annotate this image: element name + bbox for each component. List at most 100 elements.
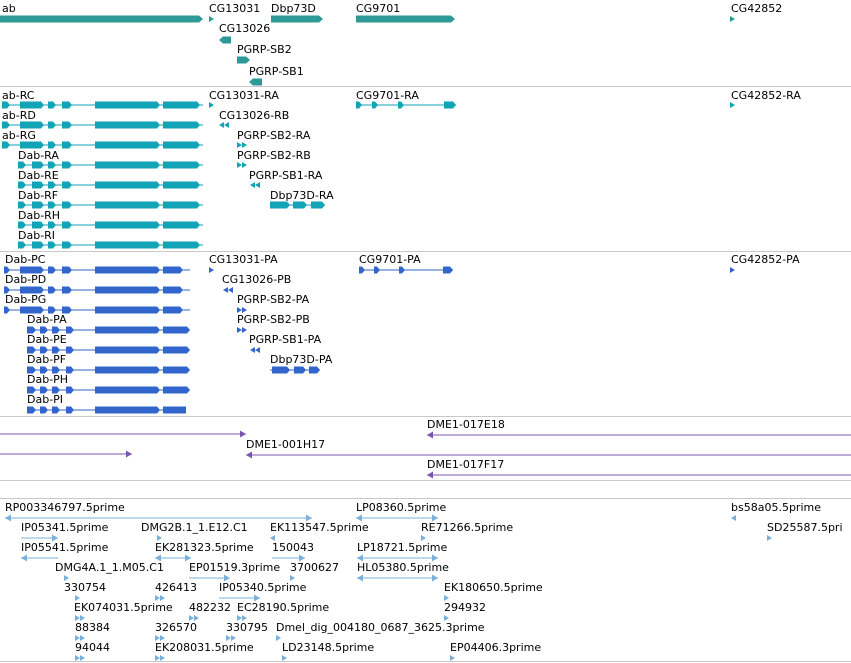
feature-label[interactable]: Dbp73D-RA bbox=[270, 189, 334, 202]
transcript-model[interactable] bbox=[237, 141, 250, 149]
feature-label[interactable]: 3700627 bbox=[290, 561, 339, 574]
feature-label[interactable]: CG13031-RA bbox=[209, 89, 279, 102]
est-feature[interactable] bbox=[157, 534, 165, 542]
feature-label[interactable]: Dab-PA bbox=[27, 313, 67, 326]
feature-label[interactable]: DMG4A.1_1.M05.C1 bbox=[55, 561, 164, 574]
feature-label[interactable]: IP05340.5prime bbox=[219, 581, 307, 594]
est-feature[interactable] bbox=[356, 513, 444, 523]
protein-model[interactable] bbox=[237, 326, 250, 334]
protein-model[interactable] bbox=[27, 325, 194, 335]
feature-label[interactable]: ab-RD bbox=[2, 109, 36, 122]
protein-model[interactable] bbox=[4, 265, 194, 275]
feature-label[interactable]: bs58a05.5prime bbox=[731, 501, 821, 514]
feature-label[interactable]: PGRP-SB2-RA bbox=[237, 129, 311, 142]
protein-model[interactable] bbox=[359, 265, 457, 275]
gene-feature[interactable] bbox=[0, 15, 205, 23]
feature-label[interactable]: RE71266.5prime bbox=[421, 521, 514, 534]
transcript-model[interactable] bbox=[2, 140, 207, 150]
feature-label[interactable]: HL05380.5prime bbox=[357, 561, 449, 574]
est-feature[interactable] bbox=[5, 513, 318, 523]
gene-feature[interactable] bbox=[730, 15, 738, 23]
feature-label[interactable]: LP18721.5prime bbox=[357, 541, 448, 554]
transcript-model[interactable] bbox=[18, 200, 207, 210]
est-feature[interactable] bbox=[731, 514, 739, 522]
est-feature[interactable] bbox=[21, 553, 64, 563]
est-feature[interactable] bbox=[357, 553, 444, 563]
feature-label[interactable]: PGRP-SB2-RB bbox=[237, 149, 311, 162]
feature-label[interactable]: IP05541.5prime bbox=[21, 541, 109, 554]
feature-label[interactable]: EK208031.5prime bbox=[155, 641, 254, 654]
feature-label[interactable]: EP01519.3prime bbox=[189, 561, 281, 574]
protein-model[interactable] bbox=[237, 306, 250, 314]
transcript-model[interactable] bbox=[250, 181, 263, 189]
feature-label[interactable]: DMG2B.1_1.E12.C1 bbox=[141, 521, 248, 534]
est-feature[interactable] bbox=[276, 634, 284, 642]
est-feature[interactable] bbox=[155, 553, 197, 563]
feature-label[interactable]: ab-RG bbox=[2, 129, 36, 142]
feature-label[interactable]: ab bbox=[2, 2, 16, 15]
protein-model[interactable] bbox=[27, 345, 194, 355]
feature-label[interactable]: DME1-017F17 bbox=[427, 458, 505, 471]
feature-label[interactable]: DME1-001H17 bbox=[246, 438, 326, 451]
feature-label[interactable]: CG13026 bbox=[219, 22, 271, 35]
feature-label[interactable]: PGRP-SB2-PA bbox=[237, 293, 310, 306]
transcript-model[interactable] bbox=[2, 100, 207, 110]
protein-model[interactable] bbox=[27, 385, 194, 395]
est-feature[interactable] bbox=[767, 534, 775, 542]
est-feature[interactable] bbox=[290, 574, 298, 582]
est-feature[interactable] bbox=[444, 614, 452, 622]
feature-label[interactable]: DME1-017E18 bbox=[427, 418, 505, 431]
est-feature[interactable] bbox=[189, 573, 236, 583]
clone-feature[interactable] bbox=[0, 449, 138, 459]
feature-label[interactable]: PGRP-SB2-PB bbox=[237, 313, 310, 326]
feature-label[interactable]: 88384 bbox=[75, 621, 110, 634]
protein-model[interactable] bbox=[4, 285, 194, 295]
est-feature[interactable] bbox=[64, 574, 72, 582]
feature-label[interactable]: Dab-PH bbox=[27, 373, 69, 386]
feature-label[interactable]: CG42852 bbox=[731, 2, 783, 15]
feature-label[interactable]: LD23148.5prime bbox=[282, 641, 375, 654]
feature-label[interactable]: Dab-RE bbox=[18, 169, 59, 182]
feature-label[interactable]: PGRP-SB1 bbox=[249, 65, 304, 78]
feature-label[interactable]: Dbp73D-PA bbox=[270, 353, 333, 366]
feature-label[interactable]: 426413 bbox=[155, 581, 197, 594]
feature-label[interactable]: CG13026-PB bbox=[222, 273, 292, 286]
feature-label[interactable]: 150043 bbox=[272, 541, 314, 554]
transcript-model[interactable] bbox=[2, 120, 207, 130]
est-feature[interactable] bbox=[357, 573, 444, 583]
feature-label[interactable]: CG9701-RA bbox=[356, 89, 419, 102]
gene-feature[interactable] bbox=[271, 15, 325, 23]
protein-model[interactable] bbox=[27, 365, 194, 375]
feature-label[interactable]: RP003346797.5prime bbox=[5, 501, 125, 514]
transcript-model[interactable] bbox=[18, 160, 207, 170]
est-feature[interactable] bbox=[444, 594, 452, 602]
feature-label[interactable]: Dab-RA bbox=[18, 149, 59, 162]
clone-feature[interactable] bbox=[0, 429, 252, 439]
protein-model[interactable] bbox=[4, 305, 194, 315]
est-feature[interactable] bbox=[450, 654, 458, 662]
feature-label[interactable]: IP05341.5prime bbox=[21, 521, 109, 534]
feature-label[interactable]: 330754 bbox=[64, 581, 106, 594]
feature-label[interactable]: PGRP-SB1-RA bbox=[249, 169, 323, 182]
est-feature[interactable] bbox=[219, 593, 266, 603]
transcript-model[interactable] bbox=[18, 220, 207, 230]
protein-model[interactable] bbox=[270, 365, 324, 375]
feature-label[interactable]: EK113547.5prime bbox=[270, 521, 369, 534]
feature-label[interactable]: CG13031 bbox=[209, 2, 261, 15]
est-feature[interactable] bbox=[155, 594, 168, 602]
feature-label[interactable]: Dab-PD bbox=[5, 273, 47, 286]
feature-label[interactable]: CG9701 bbox=[356, 2, 401, 15]
est-feature[interactable] bbox=[189, 614, 202, 622]
feature-label[interactable]: Dab-PF bbox=[27, 353, 67, 366]
feature-label[interactable]: Dab-RI bbox=[18, 229, 56, 242]
feature-label[interactable]: Dab-PC bbox=[5, 253, 46, 266]
est-feature[interactable] bbox=[282, 654, 290, 662]
feature-label[interactable]: Dbp73D bbox=[271, 2, 316, 15]
protein-model[interactable] bbox=[730, 266, 738, 274]
feature-label[interactable]: Dab-PG bbox=[5, 293, 47, 306]
feature-label[interactable]: CG13026-RB bbox=[219, 109, 290, 122]
clone-feature[interactable] bbox=[427, 470, 851, 480]
feature-label[interactable]: Dab-RH bbox=[18, 209, 61, 222]
transcript-model[interactable] bbox=[18, 180, 207, 190]
est-feature[interactable] bbox=[75, 634, 88, 642]
